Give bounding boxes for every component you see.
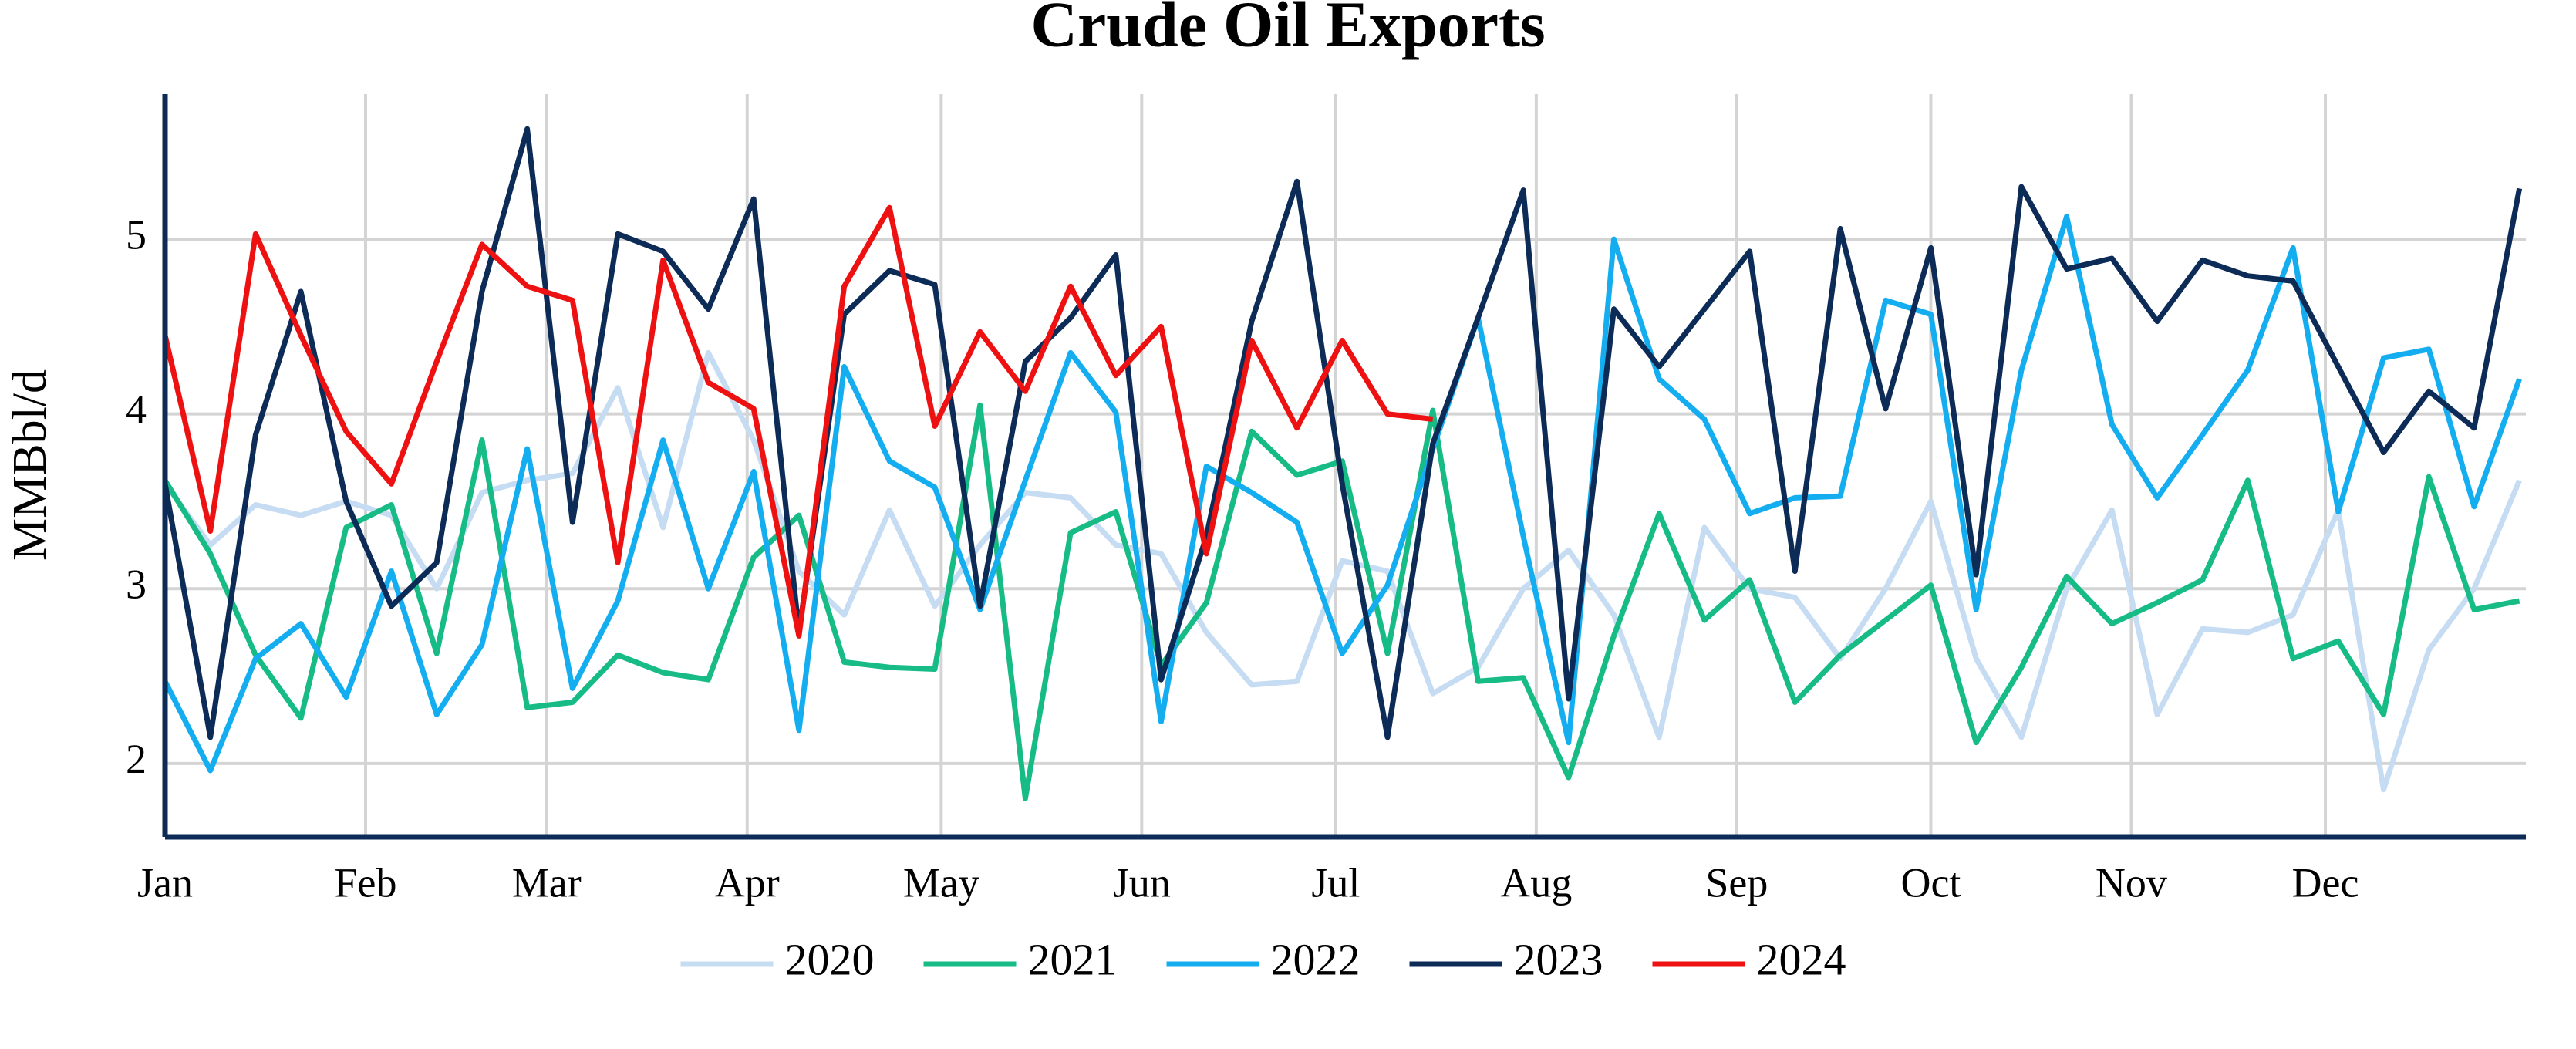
x-tick-label: May: [903, 859, 979, 906]
series-line: [162, 126, 2523, 740]
x-tick-label: Apr: [715, 859, 780, 906]
x-tick-label: Feb: [334, 859, 396, 906]
legend-label: 2024: [1757, 934, 1846, 984]
x-tick-label: Jan: [137, 859, 193, 906]
legend-label: 2021: [1028, 934, 1118, 984]
x-tick-label: Nov: [2096, 859, 2167, 906]
y-tick-label: 5: [126, 211, 147, 258]
x-tick-label: Jul: [1311, 859, 1360, 906]
x-tick-label: Jun: [1113, 859, 1171, 906]
series-line: [163, 402, 2520, 801]
x-tick-label: Sep: [1705, 859, 1768, 906]
x-tick-label: Oct: [1900, 859, 1961, 906]
x-tick-label: Aug: [1500, 859, 1572, 906]
y-tick-label: 2: [126, 736, 147, 782]
series-line: [162, 204, 1434, 639]
legend-label: 2020: [785, 934, 875, 984]
series-line: [163, 349, 2522, 793]
y-tick-label: 3: [126, 562, 147, 608]
series-line: [162, 214, 2522, 774]
y-tick-label: 4: [126, 386, 147, 433]
legend-label: 2023: [1514, 934, 1603, 984]
y-axis-label: MMBbl/d: [4, 369, 56, 561]
x-tick-label: Mar: [512, 859, 582, 906]
legend-label: 2022: [1271, 934, 1360, 984]
chart-title: Crude Oil Exports: [1030, 0, 1545, 60]
x-tick-label: Dec: [2292, 859, 2359, 906]
